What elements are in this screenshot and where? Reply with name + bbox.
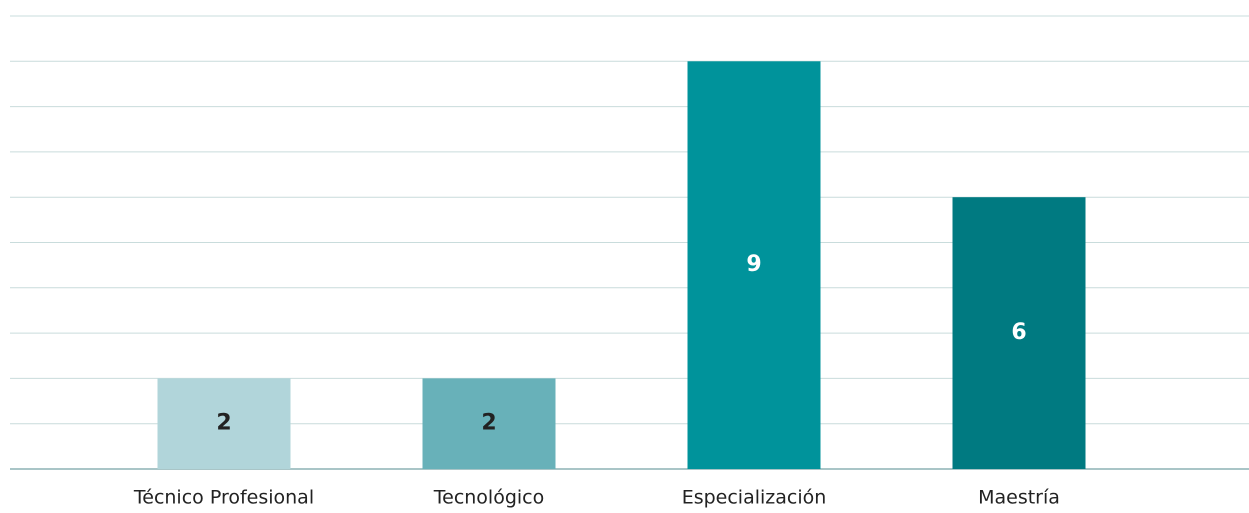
x-tick-label: Tecnológico xyxy=(433,487,545,509)
value-label: 2 xyxy=(481,411,496,436)
x-tick-label: Especialización xyxy=(682,487,827,509)
x-tick-label: Maestría xyxy=(978,487,1060,509)
value-label: 6 xyxy=(1011,320,1026,345)
x-tick-label: Técnico Profesional xyxy=(133,487,314,509)
value-label: 2 xyxy=(216,411,231,436)
bar xyxy=(422,378,556,469)
value-label: 9 xyxy=(746,252,761,277)
bar xyxy=(687,61,821,470)
bar xyxy=(157,378,291,469)
bar xyxy=(952,197,1086,469)
